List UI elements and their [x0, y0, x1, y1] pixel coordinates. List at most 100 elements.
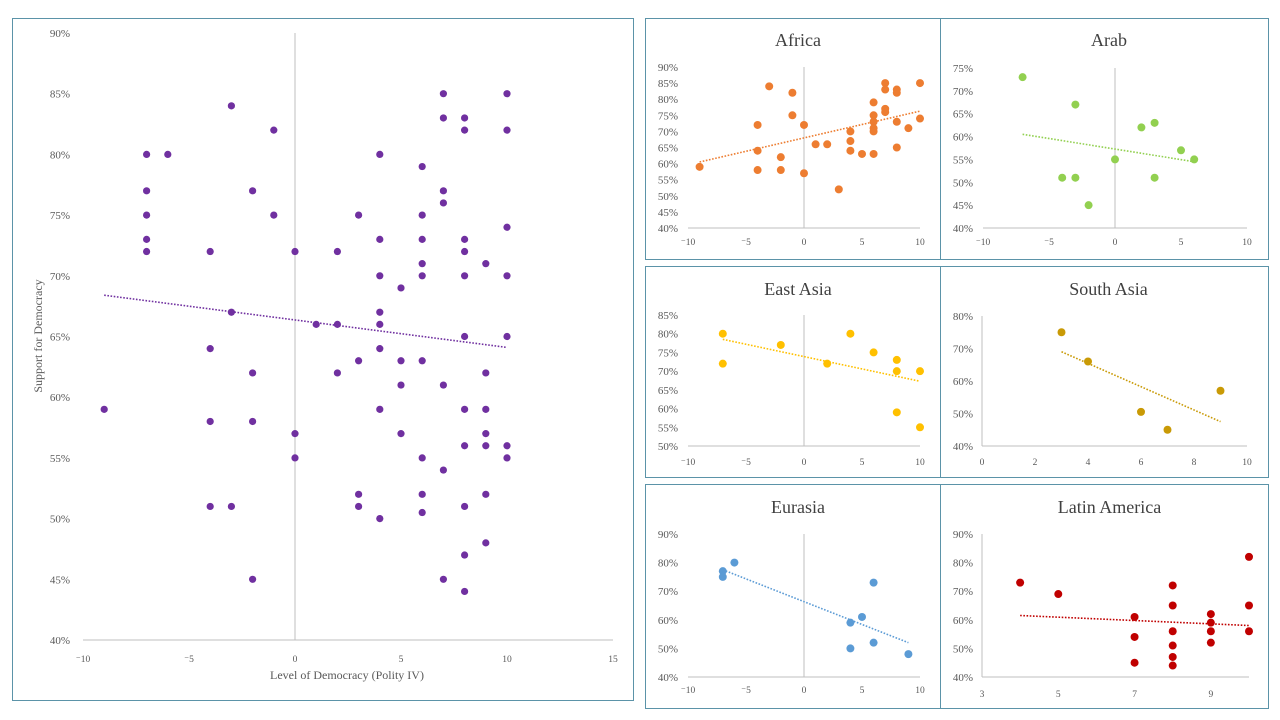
- latin-america-y-tick-label: 60%: [953, 615, 973, 627]
- south-asia-y-tick-label: 50%: [953, 409, 973, 421]
- main-y-tick-label: 50%: [50, 514, 70, 526]
- main-data-point: [206, 247, 214, 256]
- africa-y-tick-label: 40%: [658, 223, 678, 235]
- main-data-point: [291, 247, 299, 256]
- main-data-point: [206, 502, 214, 511]
- latin-america-x-tick-label: 7: [1132, 690, 1137, 700]
- latin-america-data-point: [1130, 658, 1139, 667]
- main-data-point: [503, 126, 511, 134]
- arab-y-tick-label: 60%: [953, 132, 973, 144]
- latin-america-data-point: [1168, 627, 1177, 636]
- eurasia-data-point: [846, 618, 855, 627]
- main-data-point: [418, 211, 426, 219]
- africa-x-tick-label: 0: [802, 238, 807, 248]
- east-asia-data-point: [718, 359, 727, 368]
- arab-data-point: [1111, 155, 1119, 164]
- latin-america-data-point: [1130, 612, 1139, 621]
- main-data-point: [397, 430, 405, 438]
- arab-data-point: [1071, 100, 1080, 109]
- latin-america-title: Latin America: [1058, 497, 1161, 517]
- south-asia-x-tick-label: 2: [1033, 458, 1038, 468]
- arab-data-point: [1150, 118, 1159, 127]
- eurasia-x-tick-label: 5: [860, 686, 865, 696]
- south-asia-y-tick-label: 40%: [953, 441, 973, 453]
- eurasia-data-point: [718, 567, 727, 576]
- main-y-axis-title: Support for Democracy: [31, 279, 45, 392]
- east-asia-data-point: [718, 329, 727, 338]
- main-data-point: [439, 575, 447, 583]
- latin-america-data-point: [1206, 618, 1215, 627]
- main-x-tick-label: 5: [399, 655, 404, 665]
- latin-america-data-point: [1016, 578, 1025, 587]
- main-data-point: [206, 417, 214, 426]
- arab-data-point: [1071, 173, 1080, 182]
- main-x-axis-title: Level of Democracy (Polity IV): [270, 668, 424, 682]
- east-asia-y-tick-label: 80%: [658, 329, 678, 341]
- main-data-point: [418, 260, 426, 268]
- eurasia-trendline: [722, 569, 909, 644]
- main-y-tick-label: 85%: [50, 89, 70, 101]
- arab-y-tick-label: 55%: [953, 154, 973, 166]
- main-data-point: [503, 332, 511, 341]
- africa-y-tick-label: 50%: [658, 191, 678, 203]
- arab-trendline: [1022, 133, 1195, 163]
- africa-data-point: [788, 88, 797, 97]
- main-data-point: [397, 381, 405, 389]
- main-data-point: [418, 162, 426, 171]
- latin-america-data-point: [1206, 627, 1215, 636]
- main-x-tick-label: 10: [502, 655, 512, 665]
- main-data-point: [270, 126, 278, 134]
- main-data-point: [206, 345, 214, 353]
- main-data-point: [249, 575, 257, 583]
- main-data-point: [355, 502, 363, 511]
- latin-america-data-point: [1168, 601, 1177, 610]
- south-asia-data-point: [1084, 357, 1092, 366]
- south-asia-y-tick-label: 60%: [953, 376, 973, 388]
- east-asia-data-point: [916, 423, 924, 432]
- eurasia-data-point: [846, 644, 855, 653]
- africa-data-point: [916, 79, 924, 88]
- main-data-point: [355, 211, 363, 219]
- east-asia-data-point: [869, 348, 878, 357]
- arab-y-tick-label: 45%: [953, 200, 973, 212]
- latin-america-data-point: [1245, 627, 1253, 636]
- africa-y-tick-label: 70%: [658, 126, 678, 138]
- east-asia-data-point: [846, 329, 855, 338]
- south-asia-data-point: [1216, 386, 1225, 395]
- arab-x-tick-label: 0: [1113, 238, 1118, 248]
- main-data-point: [355, 490, 363, 498]
- africa-data-point: [869, 117, 878, 126]
- africa-data-point: [892, 117, 901, 126]
- main-data-point: [397, 357, 405, 365]
- main-y-tick-label: 60%: [50, 392, 70, 404]
- africa-data-point: [776, 153, 785, 162]
- main-y-tick-label: 80%: [50, 149, 70, 161]
- main-data-point: [418, 235, 426, 243]
- main-data-point: [397, 284, 405, 292]
- main-data-point: [461, 502, 469, 511]
- main-data-point: [439, 90, 447, 98]
- latin-america-x-tick-label: 3: [980, 690, 985, 700]
- main-data-point: [482, 369, 490, 377]
- main-data-point: [503, 454, 511, 462]
- main-data-point: [461, 587, 469, 596]
- africa-data-point: [881, 79, 890, 88]
- africa-y-tick-label: 65%: [658, 143, 678, 155]
- east-asia-x-tick-label: 5: [860, 458, 865, 468]
- main-y-tick-label: 70%: [50, 271, 70, 283]
- main-data-point: [461, 551, 469, 559]
- africa-y-tick-label: 60%: [658, 159, 678, 171]
- main-data-point: [503, 223, 511, 231]
- main-data-point: [482, 442, 490, 450]
- east-asia-y-tick-label: 85%: [658, 310, 678, 322]
- eurasia-y-tick-label: 80%: [658, 558, 678, 570]
- main-data-point: [482, 260, 490, 268]
- main-data-point: [503, 442, 511, 450]
- latin-america-y-tick-label: 70%: [953, 586, 973, 598]
- eurasia-y-tick-label: 90%: [658, 529, 678, 541]
- africa-data-point: [753, 166, 762, 175]
- south-asia-y-tick-label: 80%: [953, 311, 973, 323]
- main-data-point: [376, 345, 384, 353]
- main-data-point: [333, 247, 341, 256]
- south-asia-x-tick-label: 8: [1192, 458, 1197, 468]
